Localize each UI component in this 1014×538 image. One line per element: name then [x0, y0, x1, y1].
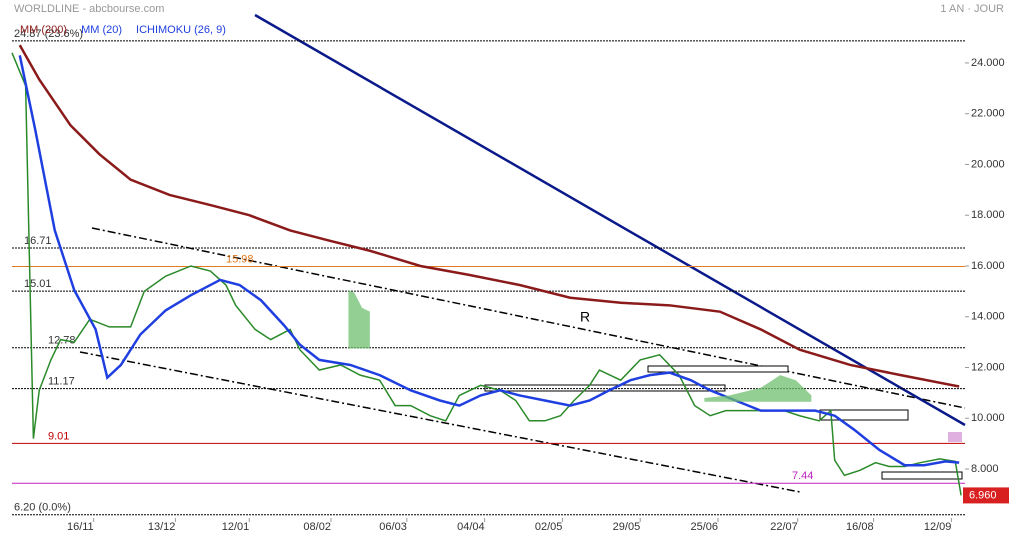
x-tick-label: 25/06: [690, 521, 718, 533]
x-tick-label: 16/08: [846, 521, 874, 533]
y-tick-label: 24.000: [971, 57, 1005, 69]
moving-average-line: [18, 55, 960, 467]
zone-box: [948, 432, 962, 442]
level-label: 15.01: [24, 278, 52, 290]
zone-box: [819, 409, 909, 421]
y-tick-label: 20.000: [971, 158, 1005, 170]
last-price-marker: [963, 487, 1009, 504]
y-tick-label: 18.000: [971, 209, 1005, 221]
x-tick-label: 29/05: [613, 521, 641, 533]
zone-box: [484, 384, 726, 392]
ichimoku-cloud: [704, 375, 812, 402]
plot: 8.000 10.000 12.000 14.000 16.000 18.000 20.00…: [11, 28, 1005, 533]
level-label: 24.87 (23.6%): [14, 28, 83, 40]
y-tick-label: 10.000: [971, 412, 1005, 424]
zone-box: [881, 471, 963, 480]
x-tick-label: 02/05: [535, 521, 563, 533]
level-label: 7.44: [792, 470, 813, 482]
x-tick-label: 06/03: [379, 521, 407, 533]
y-tick-label: 12.000: [971, 361, 1005, 373]
x-tick-label: 13/12: [148, 521, 176, 533]
y-tick-label: 14.000: [971, 311, 1005, 323]
period: 1 AN · JOUR: [940, 3, 1004, 15]
annotation: R: [580, 309, 590, 325]
level-label: 16.71: [24, 235, 52, 247]
moving-average-line: [18, 44, 960, 388]
level-label: 6.20 (0.0%): [14, 502, 71, 514]
legend-entry: MM (20): [81, 24, 122, 36]
trend-line: [79, 351, 801, 493]
x-tick-label: 04/04: [457, 521, 485, 533]
trend-line: [91, 227, 966, 409]
level-label: 9.01: [48, 430, 69, 442]
x-tick-label: 12/09: [924, 521, 952, 533]
x-tick-label: 08/02: [303, 521, 331, 533]
zone-box: [647, 365, 789, 373]
x-tick-label: 12/01: [222, 521, 250, 533]
y-tick-label: 8.000: [971, 463, 999, 475]
legend-entry: ICHIMOKU (26, 9): [136, 24, 226, 36]
level-label: 11.17: [48, 375, 75, 387]
legend-entry: MM (200): [20, 24, 67, 36]
last-price-label: 6.960: [969, 489, 997, 501]
chart-title: WORLDLINE - abcbourse.com: [14, 3, 164, 15]
trend-line: [254, 13, 966, 427]
y-tick-label: 22.000: [971, 108, 1005, 120]
level-label: 12.78: [48, 335, 76, 347]
y-tick-label: 16.000: [971, 260, 1005, 272]
level-label: 15.98: [226, 253, 254, 265]
x-tick-label: 22/07: [770, 521, 798, 533]
ichimoku-cloud: [348, 290, 370, 349]
x-tick-label: 16/11: [67, 521, 94, 533]
